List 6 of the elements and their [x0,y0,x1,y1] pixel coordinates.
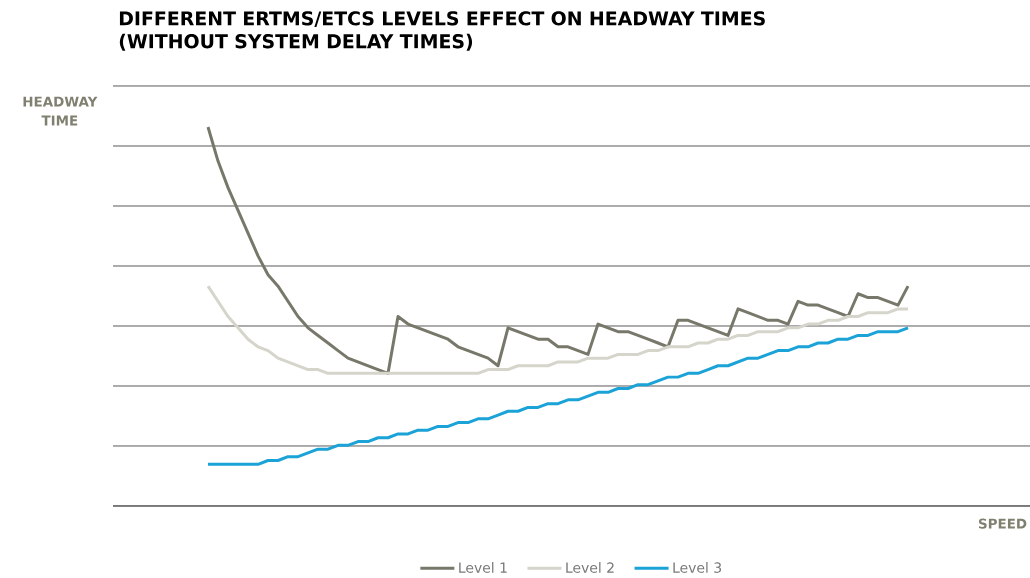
legend-label: Level 3 [673,562,722,573]
text: HEADWAY TIME [23,96,98,126]
chart-title: DIFFERENT ERTMS/ETCS LEVELS EFFECT ON HEADWAY TIMES (WITHOUT SYSTEM DELAY TIMES) [119,11,765,51]
x-axis-title: SPEED [978,518,1027,529]
legend-label: Level 2 [566,562,614,573]
legend-label: Level 1 [459,562,507,573]
